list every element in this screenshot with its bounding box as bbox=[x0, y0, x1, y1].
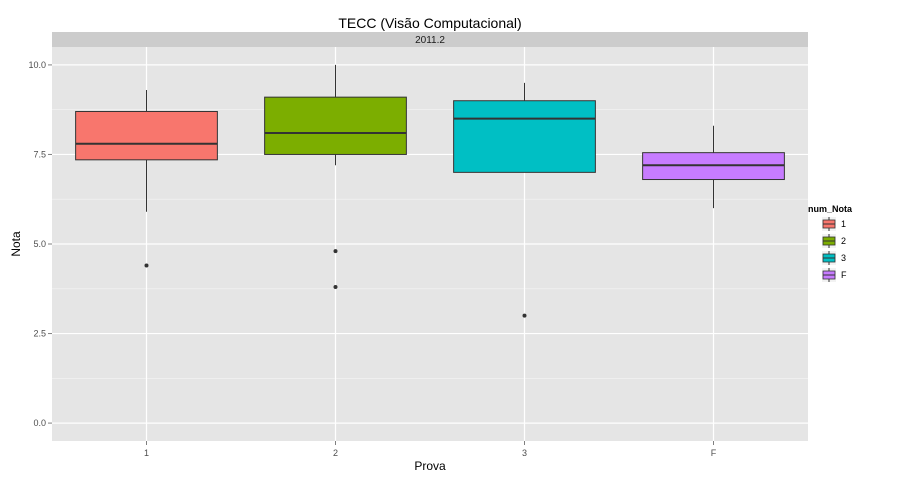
y-tick-label: 7.5 bbox=[33, 149, 46, 159]
y-tick-label: 2.5 bbox=[33, 329, 46, 339]
y-axis-title: Nota bbox=[9, 231, 23, 257]
legend-entry-F: F bbox=[822, 268, 847, 282]
box-3 bbox=[453, 82, 596, 318]
chart-title: TECC (Visão Computacional) bbox=[338, 15, 521, 31]
legend-label: 2 bbox=[841, 236, 846, 246]
legend-label: F bbox=[841, 270, 847, 280]
x-tick-label: 2 bbox=[333, 448, 338, 458]
legend-entry-2: 2 bbox=[822, 234, 846, 248]
outlier-point bbox=[144, 263, 149, 268]
legend-label: 1 bbox=[841, 219, 846, 229]
facet-strip-label: 2011.2 bbox=[415, 35, 445, 46]
y-axis: 0.0 2.5 5.0 7.5 10.0 bbox=[28, 60, 52, 428]
x-axis-title: Prova bbox=[414, 459, 446, 473]
outlier-point bbox=[333, 249, 338, 254]
outlier-point bbox=[522, 313, 527, 318]
x-tick-label: 1 bbox=[144, 448, 149, 458]
box-2 bbox=[264, 64, 407, 289]
legend: num_Nota 1 2 3 F bbox=[808, 204, 853, 282]
y-tick-label: 5.0 bbox=[33, 239, 46, 249]
facet-strip bbox=[52, 32, 808, 47]
legend-label: 3 bbox=[841, 253, 846, 263]
y-tick-label: 0.0 bbox=[33, 418, 46, 428]
x-axis: 1 2 3 F bbox=[144, 441, 717, 458]
box-body bbox=[264, 96, 407, 155]
x-tick-label: F bbox=[711, 448, 717, 458]
y-tick-label: 10.0 bbox=[28, 60, 46, 70]
outlier-point bbox=[333, 284, 338, 289]
box-1 bbox=[75, 89, 218, 268]
box-F bbox=[642, 125, 785, 209]
box-series bbox=[75, 64, 785, 318]
box-body bbox=[453, 100, 596, 173]
legend-title: num_Nota bbox=[808, 204, 853, 214]
x-tick-label: 3 bbox=[522, 448, 527, 458]
legend-entry-3: 3 bbox=[822, 251, 846, 265]
legend-entry-1: 1 bbox=[822, 217, 846, 231]
box-body bbox=[75, 110, 218, 161]
